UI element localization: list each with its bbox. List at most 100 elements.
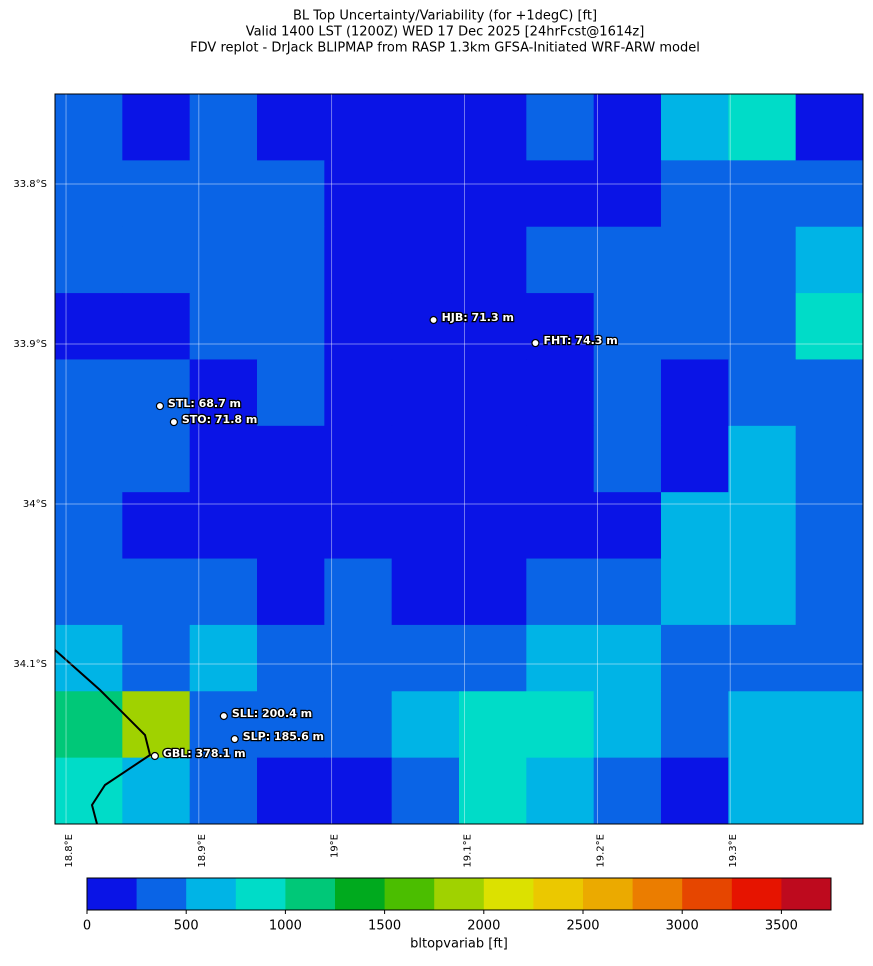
heat-cell [324, 425, 393, 493]
heat-cell [459, 492, 527, 560]
heat-cell [324, 293, 393, 360]
station-marker [169, 417, 178, 427]
heat-cell [391, 492, 460, 560]
heat-cell [728, 558, 797, 626]
heat-cell [189, 558, 258, 626]
heat-cell [324, 160, 393, 228]
heat-cell [728, 492, 797, 560]
colorbar-swatch [235, 878, 286, 910]
heat-cell [324, 691, 393, 759]
heat-cell [55, 359, 123, 427]
heat-cell [526, 757, 595, 825]
heat-cell [795, 691, 864, 759]
heat-cell [526, 359, 595, 427]
station-marker [429, 315, 438, 325]
heat-cell [391, 691, 460, 759]
heat-cell [661, 691, 729, 759]
colorbar-swatch [186, 878, 237, 910]
heat-cell [526, 691, 595, 759]
heat-cell [526, 293, 595, 360]
heat-cell [661, 293, 729, 360]
heat-cell [391, 425, 460, 493]
station-marker [150, 751, 159, 761]
colorbar-swatch [136, 878, 187, 910]
colorbar-tick-label: 0 [83, 919, 91, 934]
heat-cell [459, 558, 527, 626]
station-label: HJB: 71.3 m [442, 311, 514, 324]
heat-cell [728, 691, 797, 759]
heat-cell [795, 160, 864, 228]
heat-cell [324, 757, 393, 825]
heat-cell [795, 359, 864, 427]
heat-cell [189, 757, 258, 825]
y-tick-label: 33.8°S [13, 179, 47, 190]
heat-cell [391, 558, 460, 626]
coastline [54, 649, 152, 825]
colorbar-swatch [682, 878, 733, 910]
heat-cell [189, 359, 258, 427]
heat-cell [122, 492, 191, 560]
heat-cell [257, 359, 325, 427]
colorbar-swatch [483, 878, 534, 910]
heat-cell [593, 757, 662, 825]
colorbar-swatch [335, 878, 386, 910]
colorbar-tick-label: 3000 [666, 919, 699, 934]
station-label: GBL: 378.1 m [163, 747, 246, 760]
heat-cell [593, 691, 662, 759]
heat-cell [257, 558, 325, 626]
heat-cell [55, 94, 123, 161]
colorbar-swatch [533, 878, 584, 910]
heat-cell [257, 226, 325, 294]
heat-cell [795, 293, 864, 360]
station-marker [155, 401, 165, 411]
heat-cell [391, 757, 460, 825]
colorbar-frame [86, 877, 832, 911]
heat-cell [391, 160, 460, 228]
colorbar-tick-label: 1000 [269, 919, 302, 934]
heat-cell [189, 160, 258, 228]
heat-cell [526, 492, 595, 560]
colorbar-swatch [384, 878, 435, 910]
heat-cell [593, 359, 662, 427]
heat-cell [391, 359, 460, 427]
heat-cell [55, 558, 123, 626]
heat-cell [728, 94, 797, 161]
heat-cell [728, 226, 797, 294]
heat-cell [459, 359, 527, 427]
heat-cell [189, 293, 258, 360]
heat-cell [526, 160, 595, 228]
y-tick-label: 34.1°S [13, 659, 47, 670]
colorbar-tick-label: 3500 [765, 919, 798, 934]
heat-cell [55, 293, 123, 360]
heat-cell [526, 94, 595, 161]
heat-cell [257, 757, 325, 825]
x-tick-label: 19.3°E [728, 834, 739, 868]
map-frame [54, 93, 864, 825]
heat-cell [189, 425, 258, 493]
heat-cell [189, 226, 258, 294]
colorbar-label: bltopvariab [ft] [410, 937, 508, 952]
heat-cell [795, 226, 864, 294]
heat-cell [122, 757, 191, 825]
heat-cell [795, 757, 864, 825]
title-line: BL Top Uncertainty/Variability (for +1de… [293, 9, 597, 24]
y-tick-label: 33.9°S [13, 339, 47, 350]
heat-cell [526, 425, 595, 493]
colorbar-swatch [731, 878, 782, 910]
colorbar-swatch [583, 878, 634, 910]
heat-cell [257, 691, 325, 759]
heat-cell [593, 94, 662, 161]
station-label: SLL: 200.4 m [232, 707, 312, 720]
heat-cell [526, 558, 595, 626]
heat-cell [661, 558, 729, 626]
heat-cell [391, 624, 460, 692]
station-label: STL: 68.7 m [168, 397, 241, 410]
heat-cell [324, 624, 393, 692]
heat-cell [459, 226, 527, 294]
heat-cell [526, 624, 595, 692]
colorbar-swatch [87, 878, 138, 910]
heat-cell [324, 558, 393, 626]
title-line: Valid 1400 LST (1200Z) WED 17 Dec 2025 [… [246, 25, 645, 40]
heat-cell [324, 94, 393, 161]
heat-cell [391, 226, 460, 294]
